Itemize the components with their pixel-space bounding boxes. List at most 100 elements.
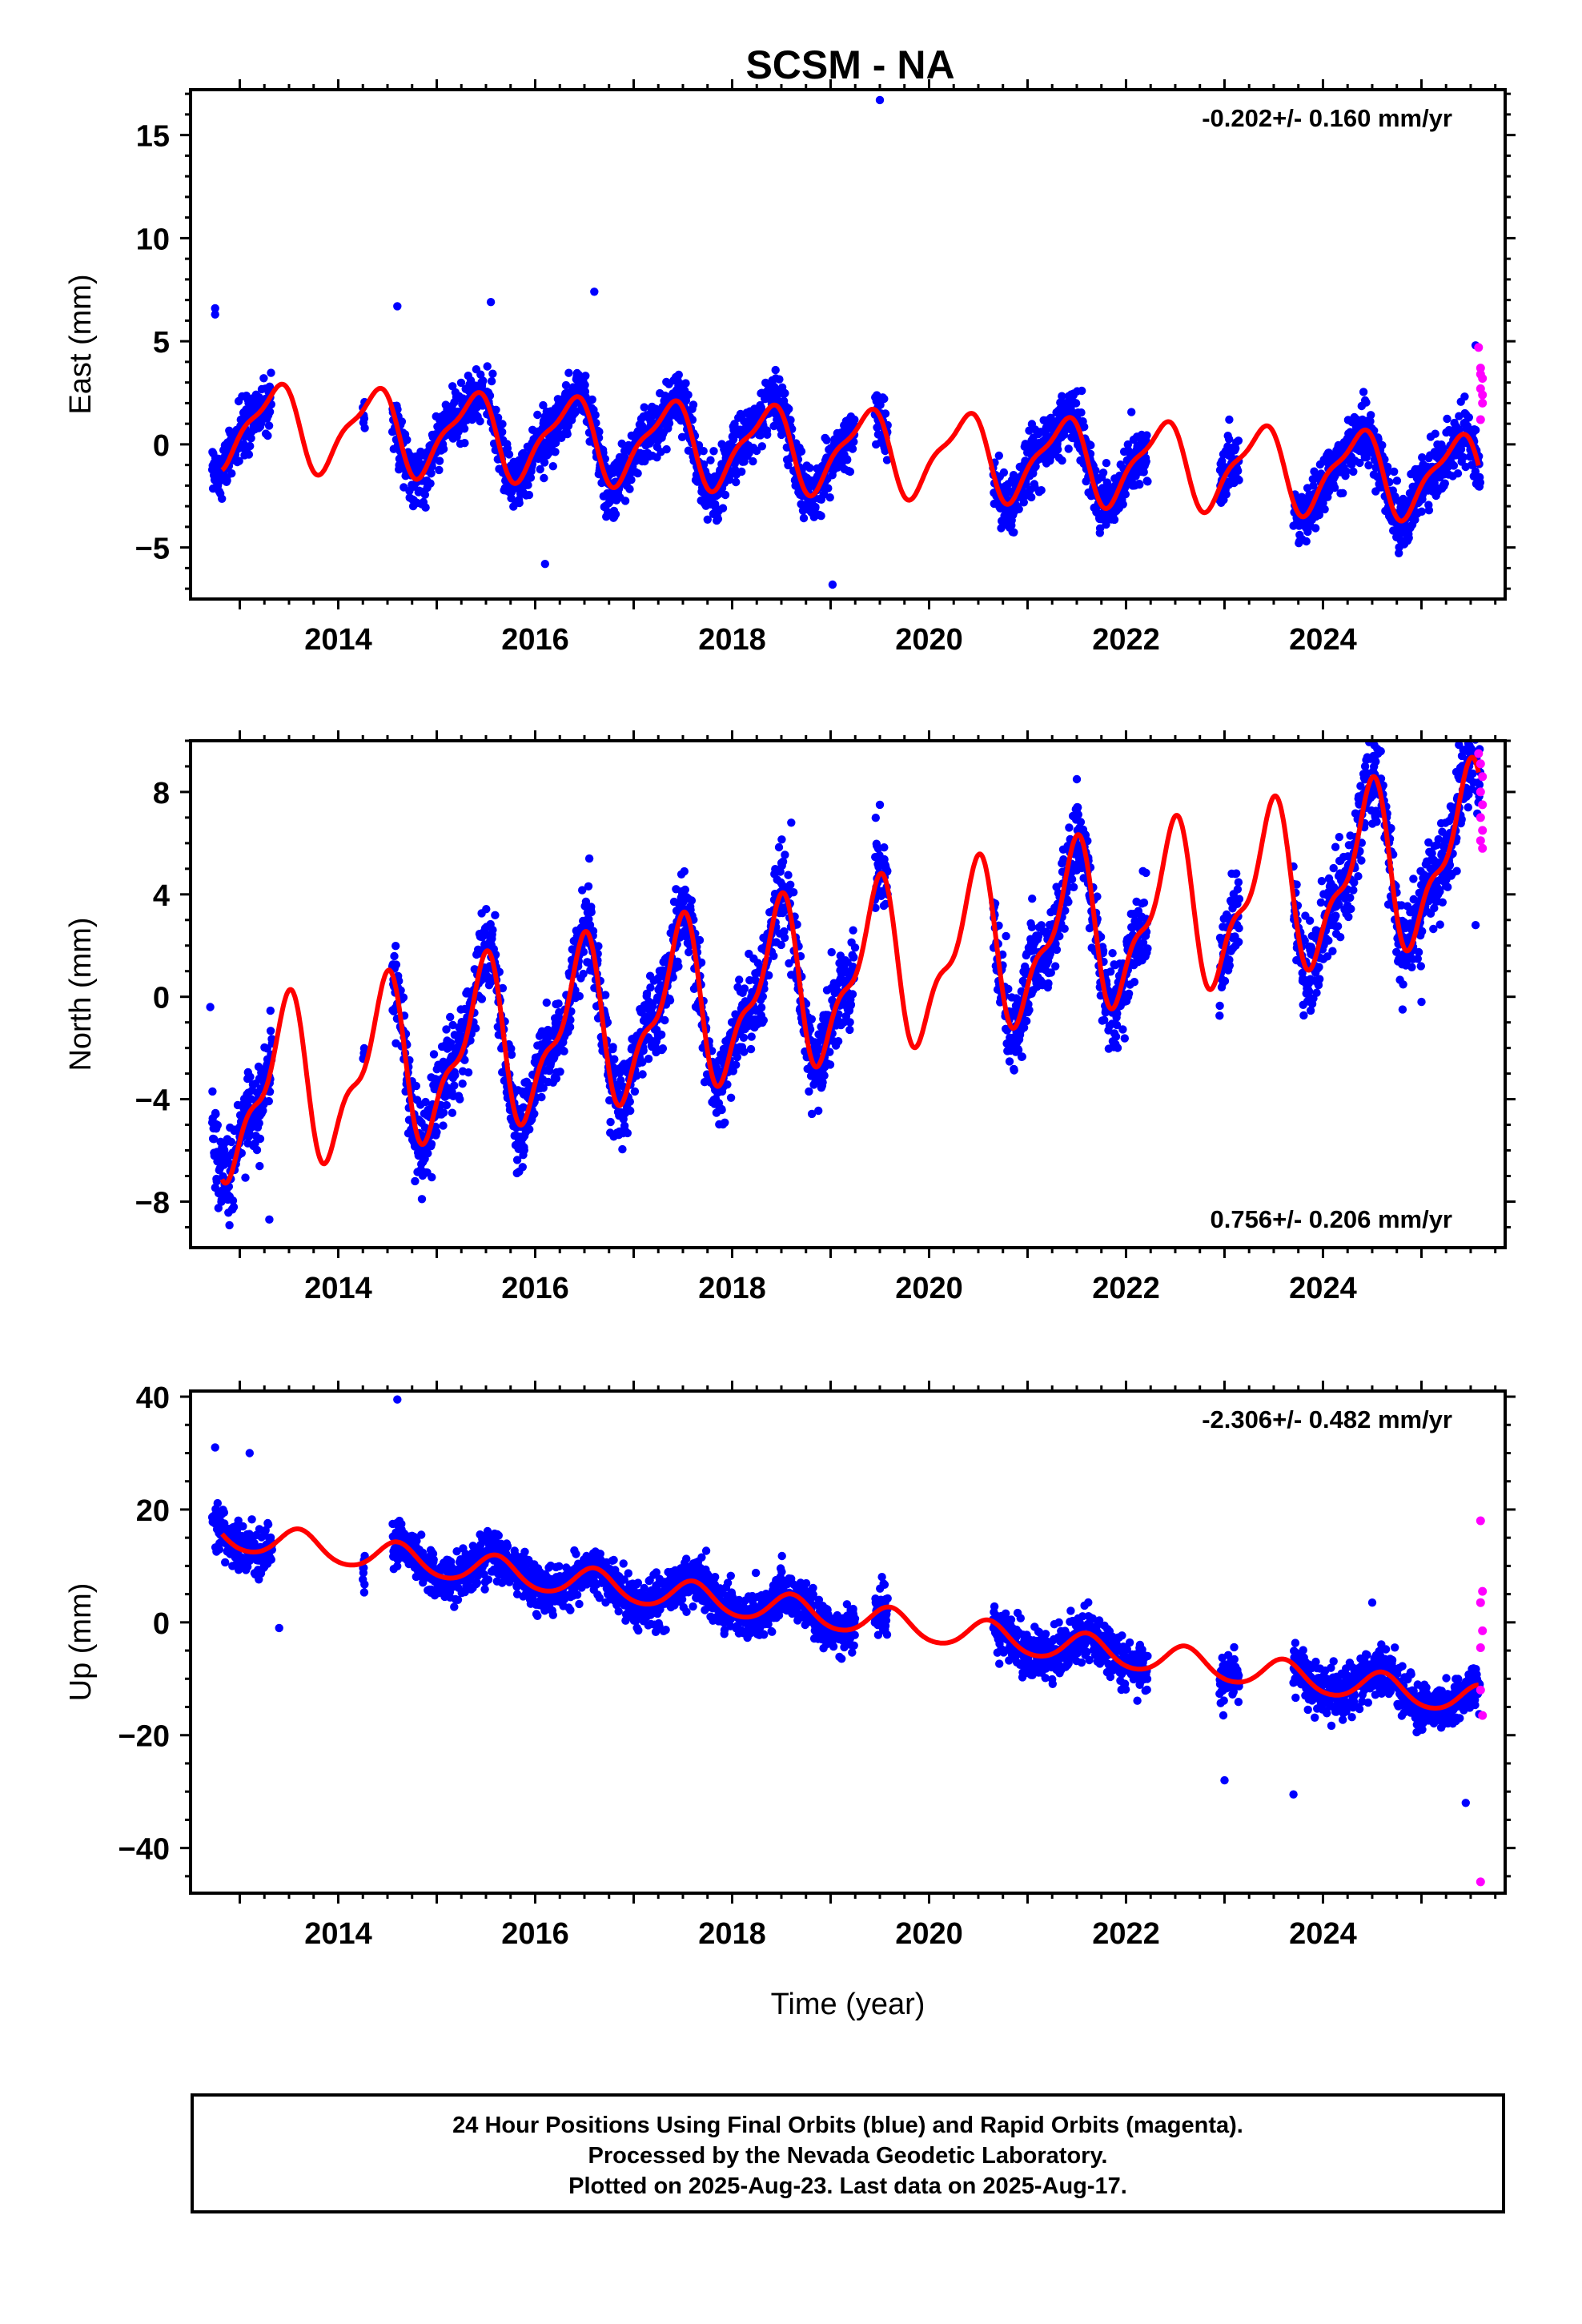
final-point	[680, 866, 689, 876]
final-point	[403, 436, 412, 444]
final-point	[729, 435, 738, 444]
final-point	[241, 1173, 250, 1182]
final-point	[1127, 408, 1136, 416]
final-point	[626, 1106, 635, 1116]
final-point	[255, 1119, 263, 1128]
final-point	[1058, 456, 1066, 465]
final-point	[1031, 462, 1040, 471]
final-point	[849, 953, 858, 962]
final-point	[451, 1071, 460, 1080]
final-point	[1121, 490, 1130, 499]
final-point	[1389, 526, 1398, 535]
final-point	[429, 1050, 439, 1059]
final-point	[640, 403, 648, 412]
final-point	[1010, 1066, 1018, 1075]
final-point	[498, 420, 507, 428]
rapid-point	[1478, 390, 1488, 400]
final-point	[539, 400, 548, 410]
final-point	[757, 442, 766, 451]
final-point	[747, 1032, 756, 1041]
final-point	[620, 497, 630, 505]
final-point	[774, 842, 784, 852]
x-tick-label: 2024	[1289, 623, 1357, 657]
final-point	[820, 1071, 829, 1080]
y-tick-label: 0	[153, 429, 170, 463]
final-point	[687, 896, 697, 905]
final-point	[448, 1108, 457, 1117]
final-point	[625, 1097, 634, 1106]
final-point	[1464, 413, 1474, 422]
final-point	[1367, 411, 1375, 420]
final-point	[1311, 524, 1320, 533]
final-point	[709, 447, 718, 456]
final-point	[565, 1023, 575, 1031]
final-point	[391, 960, 401, 969]
final-point	[1086, 440, 1095, 450]
final-point	[845, 467, 855, 476]
final-point	[1065, 823, 1074, 832]
final-point	[871, 814, 881, 822]
final-point	[703, 515, 712, 524]
final-point	[479, 376, 488, 385]
final-point-outlier	[211, 310, 219, 319]
final-point	[427, 468, 436, 478]
final-point	[662, 444, 671, 454]
final-point	[685, 947, 693, 957]
final-point	[1018, 1052, 1027, 1061]
final-point	[561, 380, 571, 390]
final-point	[822, 436, 831, 444]
final-point	[1067, 875, 1077, 884]
final-point	[525, 1125, 534, 1134]
final-point	[476, 416, 484, 426]
final-point	[533, 410, 542, 420]
final-point	[1320, 505, 1329, 514]
final-point	[435, 456, 444, 465]
final-point	[439, 1121, 448, 1130]
final-point	[458, 1080, 467, 1088]
final-point	[625, 485, 634, 493]
final-point	[391, 942, 400, 951]
final-point	[1058, 392, 1066, 400]
final-point	[390, 951, 399, 961]
final-point	[1424, 506, 1434, 515]
final-point	[244, 450, 254, 459]
final-point	[665, 419, 674, 428]
final-point	[777, 835, 786, 844]
final-point	[825, 1060, 835, 1069]
final-point	[825, 493, 834, 502]
final-point-outlier	[393, 302, 402, 311]
final-point	[633, 468, 642, 478]
final-point	[442, 1100, 451, 1110]
final-point	[552, 438, 560, 448]
final-point	[1098, 468, 1108, 477]
final-point	[771, 365, 780, 375]
final-point	[477, 995, 487, 1003]
final-point	[880, 843, 889, 852]
y-axis-label: East (mm)	[64, 274, 98, 414]
final-point	[1417, 507, 1427, 516]
final-point	[814, 1106, 823, 1116]
final-point	[1028, 895, 1037, 903]
final-point	[223, 476, 231, 485]
final-point	[460, 424, 469, 433]
final-point	[845, 1018, 854, 1027]
final-point	[544, 448, 553, 457]
final-point	[456, 1095, 464, 1104]
final-point	[1064, 898, 1073, 907]
final-point	[881, 409, 890, 418]
final-point	[498, 428, 507, 436]
final-point	[264, 421, 274, 430]
rapid-point	[1478, 398, 1488, 408]
final-point	[665, 996, 675, 1005]
y-tick-label: 15	[136, 120, 170, 154]
final-point	[717, 1105, 726, 1115]
final-point	[1027, 923, 1037, 931]
y-tick-label: −5	[135, 533, 170, 566]
final-point	[994, 451, 1004, 460]
final-point	[618, 1144, 627, 1154]
final-point	[1453, 469, 1463, 478]
final-point	[777, 940, 785, 950]
final-point	[428, 1172, 436, 1182]
final-point	[732, 477, 741, 487]
final-point	[726, 1093, 736, 1103]
